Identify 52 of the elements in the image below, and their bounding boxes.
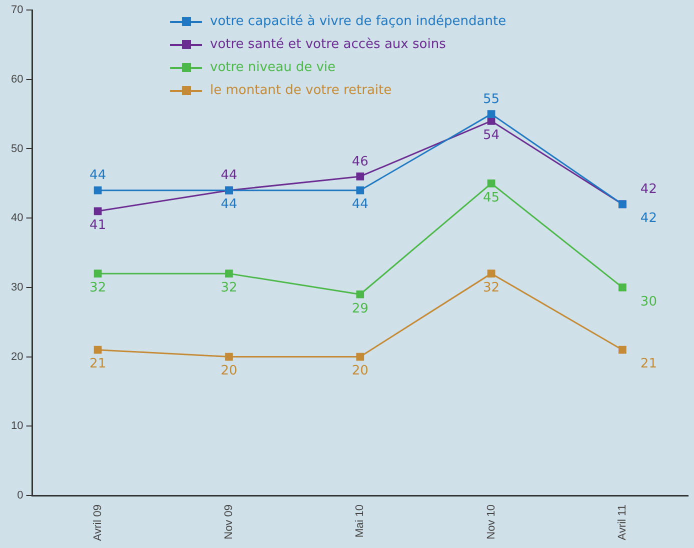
data-label: 21 — [640, 356, 657, 372]
point — [356, 186, 364, 194]
data-label: 32 — [482, 280, 500, 296]
data-label: 32 — [90, 280, 106, 296]
point — [94, 270, 102, 278]
data-label: 44 — [90, 168, 106, 184]
data-label: 20 — [352, 364, 368, 379]
data-label: 41 — [90, 218, 106, 234]
data-label: 44 — [352, 197, 368, 212]
legend-label: votre santé et votre accès aux soins — [210, 36, 446, 54]
point — [94, 207, 102, 216]
data-label: 29 — [352, 301, 368, 316]
data-label: 55 — [482, 92, 500, 107]
x-tick-label: Mai 10 — [354, 504, 366, 538]
point — [487, 270, 496, 278]
y-tick-label: 60 — [10, 73, 24, 86]
data-label: 21 — [90, 356, 106, 372]
point — [94, 346, 102, 354]
data-label: 54 — [482, 128, 500, 143]
y-tick-label: 20 — [10, 350, 24, 363]
data-label: 42 — [640, 182, 657, 198]
x-tick-label: Nov 09 — [222, 504, 235, 540]
y-tick-label: 70 — [10, 4, 24, 16]
legend-label: votre niveau de vie — [210, 59, 336, 77]
y-tick-label: 10 — [10, 420, 24, 432]
y-tick-label: 50 — [10, 142, 24, 155]
data-label: 46 — [352, 154, 368, 170]
x-tick-label: Nov 10 — [485, 504, 498, 540]
legend-label: le montant de votre retraite — [210, 82, 392, 100]
point — [356, 172, 364, 180]
point — [356, 290, 364, 298]
point — [225, 270, 233, 278]
x-tick-label: Avril 09 — [92, 504, 104, 542]
point — [618, 346, 626, 354]
data-label: 44 — [220, 197, 238, 212]
point — [225, 352, 233, 361]
y-tick-label: 40 — [10, 212, 24, 224]
legend-label: votre capacité à vivre de façon indépendante — [210, 13, 506, 31]
y-tick-label: 0 — [17, 490, 24, 502]
x-tick-label: Avril 11 — [616, 504, 628, 540]
point — [356, 352, 364, 361]
point — [487, 110, 496, 118]
data-label: 30 — [640, 294, 657, 310]
data-label: 44 — [220, 168, 238, 184]
point — [487, 179, 496, 188]
point — [618, 284, 626, 292]
point — [94, 186, 102, 194]
y-tick-label: 30 — [10, 281, 24, 294]
data-label: 42 — [640, 211, 657, 226]
data-label: 32 — [220, 280, 238, 296]
data-label: 20 — [220, 364, 238, 379]
data-label: 45 — [482, 190, 500, 206]
